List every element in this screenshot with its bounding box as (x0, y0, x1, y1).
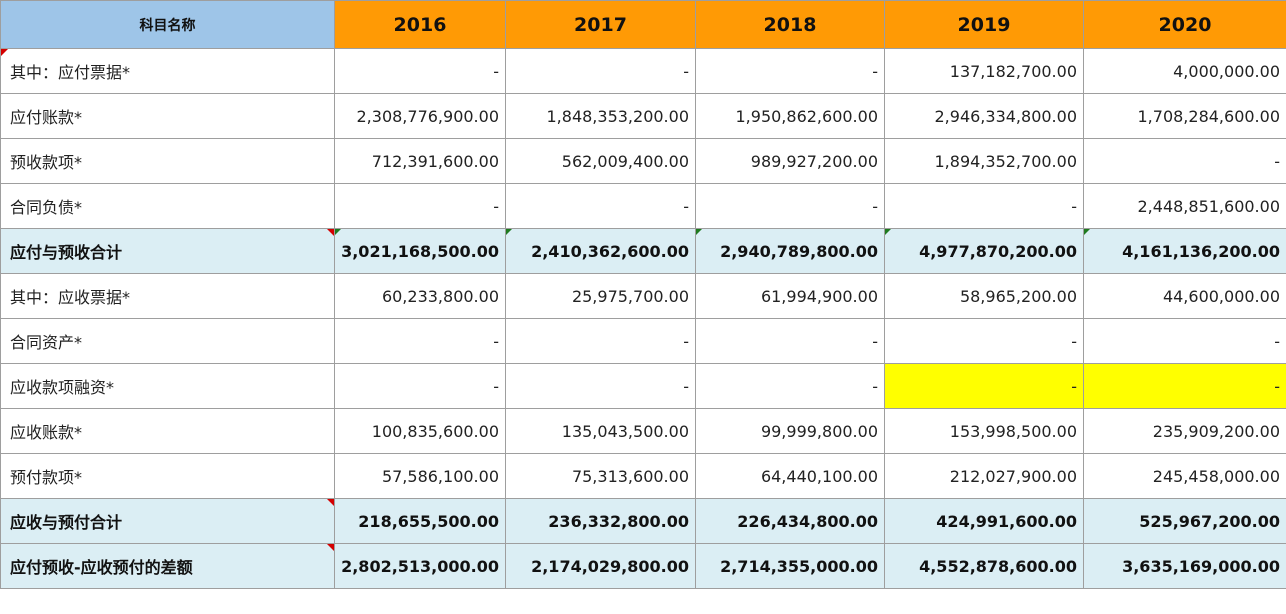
table-cell[interactable]: 99,999,800.00 (695, 408, 885, 454)
table-cell[interactable]: 235,909,200.00 (1083, 408, 1286, 454)
table-cell[interactable]: 2,308,776,900.00 (334, 93, 506, 139)
table-row: 合同资产* - - - - - (0, 318, 1286, 364)
table-row-total: 应付与预收合计 3,021,168,500.00 2,410,362,600.0… (0, 228, 1286, 274)
row-label-notes-receivable[interactable]: 其中：应收票据* (0, 273, 335, 319)
table-cell[interactable]: 44,600,000.00 (1083, 273, 1286, 319)
table-cell[interactable]: 212,027,900.00 (884, 453, 1084, 499)
table-row-total: 应付预收-应收预付的差额 2,802,513,000.00 2,174,029,… (0, 543, 1286, 589)
table-cell[interactable]: - (334, 363, 506, 409)
table-cell-highlighted[interactable]: - (884, 363, 1084, 409)
row-label-payables-total[interactable]: 应付与预收合计 (0, 228, 335, 274)
table-row: 应收账款* 100,835,600.00 135,043,500.00 99,9… (0, 408, 1286, 454)
table-cell[interactable]: 57,586,100.00 (334, 453, 506, 499)
table-cell[interactable]: 4,161,136,200.00 (1083, 228, 1286, 274)
header-cell-2017[interactable]: 2017 (505, 0, 696, 49)
financial-table: 科目名称 2016 2017 2018 2019 2020 其中：应付票据* -… (0, 0, 1286, 589)
table-cell[interactable]: 1,848,353,200.00 (505, 93, 696, 139)
table-cell[interactable]: 4,000,000.00 (1083, 48, 1286, 94)
table-cell[interactable]: 525,967,200.00 (1083, 498, 1286, 544)
table-cell[interactable]: 100,835,600.00 (334, 408, 506, 454)
table-row: 应付账款* 2,308,776,900.00 1,848,353,200.00 … (0, 93, 1286, 139)
table-cell[interactable]: - (695, 363, 885, 409)
table-cell[interactable]: 3,021,168,500.00 (334, 228, 506, 274)
header-cell-name[interactable]: 科目名称 (0, 0, 335, 49)
row-label-advance-receipts[interactable]: 预收款项* (0, 138, 335, 184)
table-row: 合同负债* - - - - 2,448,851,600.00 (0, 183, 1286, 229)
row-label-receivables-financing[interactable]: 应收款项融资* (0, 363, 335, 409)
table-row: 预收款项* 712,391,600.00 562,009,400.00 989,… (0, 138, 1286, 184)
table-cell[interactable]: - (695, 318, 885, 364)
table-row: 其中：应付票据* - - - 137,182,700.00 4,000,000.… (0, 48, 1286, 94)
table-cell[interactable]: 2,448,851,600.00 (1083, 183, 1286, 229)
row-label-difference[interactable]: 应付预收-应收预付的差额 (0, 543, 335, 589)
row-label-contract-liabilities[interactable]: 合同负债* (0, 183, 335, 229)
table-cell[interactable]: 1,950,862,600.00 (695, 93, 885, 139)
table-cell[interactable]: 2,802,513,000.00 (334, 543, 506, 589)
table-cell[interactable]: 424,991,600.00 (884, 498, 1084, 544)
table-cell[interactable]: 2,946,334,800.00 (884, 93, 1084, 139)
table-cell[interactable]: 25,975,700.00 (505, 273, 696, 319)
table-cell[interactable]: 1,894,352,700.00 (884, 138, 1084, 184)
table-cell[interactable]: 75,313,600.00 (505, 453, 696, 499)
table-cell[interactable]: - (695, 48, 885, 94)
table-cell[interactable]: - (1083, 138, 1286, 184)
table-cell-highlighted[interactable]: - (1083, 363, 1286, 409)
table-cell[interactable]: 64,440,100.00 (695, 453, 885, 499)
header-cell-2019[interactable]: 2019 (884, 0, 1084, 49)
table-cell[interactable]: - (884, 183, 1084, 229)
table-cell[interactable]: 2,940,789,800.00 (695, 228, 885, 274)
table-cell[interactable]: 137,182,700.00 (884, 48, 1084, 94)
table-cell[interactable]: 712,391,600.00 (334, 138, 506, 184)
table-cell[interactable]: 218,655,500.00 (334, 498, 506, 544)
table-cell[interactable]: 245,458,000.00 (1083, 453, 1286, 499)
row-label-accounts-payable[interactable]: 应付账款* (0, 93, 335, 139)
table-cell[interactable]: 2,174,029,800.00 (505, 543, 696, 589)
table-row-total: 应收与预付合计 218,655,500.00 236,332,800.00 22… (0, 498, 1286, 544)
table-cell[interactable]: 2,410,362,600.00 (505, 228, 696, 274)
table-cell[interactable]: 1,708,284,600.00 (1083, 93, 1286, 139)
table-cell[interactable]: - (884, 318, 1084, 364)
table-cell[interactable]: 2,714,355,000.00 (695, 543, 885, 589)
table-cell[interactable]: 226,434,800.00 (695, 498, 885, 544)
table-row: 预付款项* 57,586,100.00 75,313,600.00 64,440… (0, 453, 1286, 499)
header-cell-2018[interactable]: 2018 (695, 0, 885, 49)
header-cell-2020[interactable]: 2020 (1083, 0, 1286, 49)
header-row: 科目名称 2016 2017 2018 2019 2020 (0, 0, 1286, 49)
header-cell-2016[interactable]: 2016 (334, 0, 506, 49)
table-cell[interactable]: 61,994,900.00 (695, 273, 885, 319)
table-cell[interactable]: - (334, 48, 506, 94)
row-label-notes-payable[interactable]: 其中：应付票据* (0, 48, 335, 94)
table-cell[interactable]: - (505, 183, 696, 229)
table-cell[interactable]: 236,332,800.00 (505, 498, 696, 544)
table-cell[interactable]: 60,233,800.00 (334, 273, 506, 319)
table-cell[interactable]: 153,998,500.00 (884, 408, 1084, 454)
table-cell[interactable]: - (334, 318, 506, 364)
table-cell[interactable]: 4,552,878,600.00 (884, 543, 1084, 589)
row-label-prepayments[interactable]: 预付款项* (0, 453, 335, 499)
table-cell[interactable]: - (505, 48, 696, 94)
table-cell[interactable]: - (505, 363, 696, 409)
row-label-contract-assets[interactable]: 合同资产* (0, 318, 335, 364)
row-label-receivables-total[interactable]: 应收与预付合计 (0, 498, 335, 544)
table-cell[interactable]: 3,635,169,000.00 (1083, 543, 1286, 589)
row-label-accounts-receivable[interactable]: 应收账款* (0, 408, 335, 454)
table-cell[interactable]: - (334, 183, 506, 229)
table-cell[interactable]: 562,009,400.00 (505, 138, 696, 184)
table-cell[interactable]: 4,977,870,200.00 (884, 228, 1084, 274)
table-cell[interactable]: 58,965,200.00 (884, 273, 1084, 319)
table-cell[interactable]: - (1083, 318, 1286, 364)
table-cell[interactable]: 989,927,200.00 (695, 138, 885, 184)
table-row: 应收款项融资* - - - - - (0, 363, 1286, 409)
table-cell[interactable]: - (695, 183, 885, 229)
table-cell[interactable]: - (505, 318, 696, 364)
table-cell[interactable]: 135,043,500.00 (505, 408, 696, 454)
table-row: 其中：应收票据* 60,233,800.00 25,975,700.00 61,… (0, 273, 1286, 319)
